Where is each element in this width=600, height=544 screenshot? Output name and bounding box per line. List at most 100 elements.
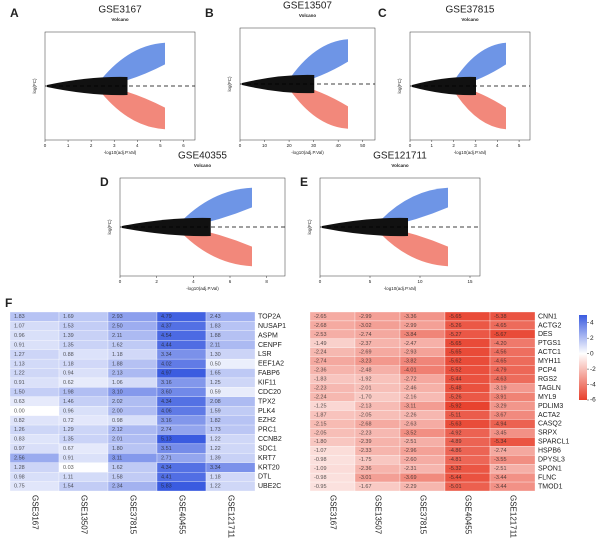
cell-value: -5.34 [494,439,507,445]
cell-value: -4.79 [494,368,507,374]
gene-label: ACTG2 [538,322,561,329]
cell-value: -1.80 [314,439,327,445]
cell-value: -3.44 [494,484,507,490]
gene-label: PTGS1 [538,340,561,347]
colorbar-label: 2 [590,335,594,342]
cell-value: 1.18 [63,361,74,367]
colorbar-label: -6 [590,397,596,404]
cell-value: 4.79 [161,314,172,320]
x-axis-label: -log10(adj.P.Val) [186,286,219,291]
cell-value: 1.22 [14,371,25,377]
cell-value: 3.51 [161,446,172,452]
cell-value: -5.27 [449,332,462,338]
x-tick-label: 40 [336,143,342,148]
gene-label: TOP2A [258,314,281,321]
cell-value: 1.88 [210,333,221,339]
cell-value: 0.59 [210,390,221,396]
cell-value: -2.99 [404,323,417,329]
x-tick-label: 0 [409,143,412,148]
cell-value: -2.65 [314,314,327,320]
column-label: GSE13507 [373,495,382,535]
cell-value: -4.01 [404,368,417,374]
colorbar-label: -2 [590,366,596,373]
heat-cell [205,481,256,492]
cell-value: -2.99 [359,314,372,320]
cell-value: 1.39 [63,333,74,339]
cell-value: 2.02 [112,399,123,405]
cell-value: 0.83 [14,437,25,443]
x-tick-label: 3 [474,143,477,148]
gene-label: PDLIM3 [538,403,563,410]
cell-value: 1.26 [14,427,25,433]
cell-value: 3.60 [161,390,172,396]
cell-value: -4.92 [449,430,462,436]
gene-label: LSR [258,351,272,358]
x-tick-label: 6 [182,143,185,148]
cell-value: -2.93 [404,350,417,356]
cell-value: -2.23 [314,386,327,392]
cell-value: -1.83 [314,377,327,383]
x-tick-label: 4 [496,143,499,148]
cell-value: 1.53 [63,324,74,330]
cell-value: 1.62 [112,342,123,348]
cell-value: 1.25 [210,380,221,386]
cell-value: -3.36 [404,314,417,320]
cell-value: -2.60 [404,457,417,463]
cell-value: -1.49 [314,341,327,347]
column-label: GSE3167 [30,495,39,530]
cell-value: -0.98 [314,457,327,463]
cell-value: -2.24 [314,350,327,356]
cell-value: 1.22 [210,437,221,443]
cell-value: -4.81 [449,457,462,463]
cell-value: 3.10 [112,390,123,396]
x-axis-label: -log10(adj.P.Val) [291,150,324,155]
cell-value: 3.16 [161,418,172,424]
x-tick-label: 4 [136,143,139,148]
cell-value: -0.95 [314,484,327,490]
gene-label: SPON1 [538,465,562,472]
cell-value: -3.29 [494,403,507,409]
cell-value: 2.43 [210,314,221,320]
cell-value: -5.92 [449,403,462,409]
gene-label: NUSAP1 [258,323,286,330]
cell-value: -2.69 [359,350,372,356]
cell-value: 1.54 [63,484,74,490]
up-points [287,39,348,84]
cell-value: 0.72 [63,418,74,424]
cell-value: -2.74 [359,332,372,338]
up-points [97,42,165,86]
cell-value: -3.55 [494,457,507,463]
ns-points [412,76,476,96]
gene-label: KIF11 [258,380,276,387]
cell-value: -1.87 [314,412,327,418]
y-axis-label: log(FC) [227,76,232,92]
gene-label: CCNB2 [258,436,282,443]
cell-value: 0.62 [63,380,74,386]
gene-label: MYL9 [538,394,556,401]
cell-value: -4.63 [494,377,507,383]
cell-value: -2.68 [314,323,327,329]
cell-value: 2.50 [112,324,123,330]
cell-value: 0.94 [63,371,74,377]
colorbar [579,315,587,400]
gene-label: DTL [258,474,271,481]
gene-label: FLNC [538,474,556,481]
x-tick-label: 5 [159,143,162,148]
cell-value: 1.07 [14,324,25,330]
gene-label: KRT20 [258,464,280,471]
gene-label: TPX2 [258,398,276,405]
cell-value: -3.19 [494,386,507,392]
column-label: GSE121711 [226,495,235,539]
cell-value: -0.98 [314,475,327,481]
gene-label: SPARCL1 [538,439,569,446]
gene-label: HSPB6 [538,448,561,455]
cell-value: 0.96 [14,333,25,339]
column-label: GSE13507 [79,495,88,535]
colorbar-label: 0 [590,350,594,357]
gene-label: PRC1 [258,427,277,434]
cell-value: -1.67 [359,484,372,490]
cell-value: -2.36 [314,368,327,374]
heat-cell [489,481,536,492]
cell-value: -2.29 [404,484,417,490]
